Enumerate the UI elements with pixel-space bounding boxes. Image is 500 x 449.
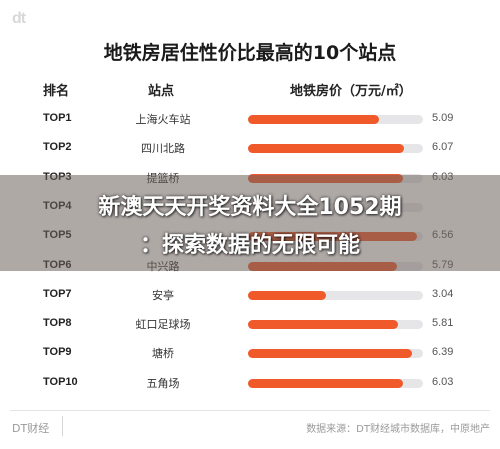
bar xyxy=(248,378,404,388)
station-label: 四川北路 xyxy=(141,142,185,156)
station-label: 上海火车站 xyxy=(135,113,191,126)
price-column-header: 地铁房价（万元/㎡） xyxy=(290,84,412,99)
banner-line-1: 新澳天天开奖资料大全1052期 xyxy=(98,195,402,220)
bar xyxy=(248,115,379,124)
data-source: 数据来源：DT财经城市数据库，中原地产 xyxy=(306,424,490,435)
bar-track xyxy=(248,115,423,124)
bar-row: TOP2 四川北路 6.07 xyxy=(0,139,500,159)
overlay-banner: 新澳天天开奖资料大全1052期 ：探索数据的无限可能 xyxy=(0,175,500,271)
bar-track xyxy=(248,349,423,359)
bar-row: TOP9 塘桥 6.39 xyxy=(0,344,500,364)
footer-separator xyxy=(62,416,63,436)
station-label: 虹口足球场 xyxy=(135,318,191,332)
value-label: 6.07 xyxy=(432,141,454,154)
value-label: 5.09 xyxy=(432,112,454,124)
bar-track xyxy=(248,290,423,300)
bar xyxy=(248,290,327,300)
bar xyxy=(248,320,398,330)
value-label: 3.04 xyxy=(432,287,454,300)
station-label: 安亭 xyxy=(152,288,174,302)
bar-track xyxy=(248,378,423,388)
bar-row: TOP7 安亭 3.04 xyxy=(0,286,500,306)
station-column-header: 站点 xyxy=(148,84,175,99)
rank-label: TOP10 xyxy=(43,375,78,388)
rank-label: TOP1 xyxy=(43,112,72,124)
value-label: 6.39 xyxy=(432,346,454,359)
bar xyxy=(248,144,405,154)
bar-track xyxy=(248,144,423,154)
rank-label: TOP2 xyxy=(43,141,72,154)
bar xyxy=(248,349,413,359)
bar-row: TOP8 虹口足球场 5.81 xyxy=(0,315,500,335)
banner-line-2: ：探索数据的无限可能 xyxy=(139,233,360,258)
station-label: 五角场 xyxy=(146,376,180,390)
footer-brand: DT财经 xyxy=(12,422,50,435)
value-label: 5.81 xyxy=(432,317,454,330)
rank-label: TOP7 xyxy=(43,287,72,300)
bar-track xyxy=(248,320,423,330)
chart-title: 地铁房居住性价比最高的10个站点 xyxy=(103,42,397,64)
bar-row: TOP10 五角场 6.03 xyxy=(0,374,500,394)
value-label: 6.03 xyxy=(432,375,454,388)
dt-logo: dt xyxy=(12,10,26,27)
rank-label: TOP9 xyxy=(43,346,72,359)
footer-divider xyxy=(10,410,490,411)
station-label: 塘桥 xyxy=(152,347,174,361)
rank-label: TOP8 xyxy=(43,317,72,330)
rank-column-header: 排名 xyxy=(43,84,70,99)
bar-row: TOP1 上海火车站 5.09 xyxy=(0,110,500,130)
